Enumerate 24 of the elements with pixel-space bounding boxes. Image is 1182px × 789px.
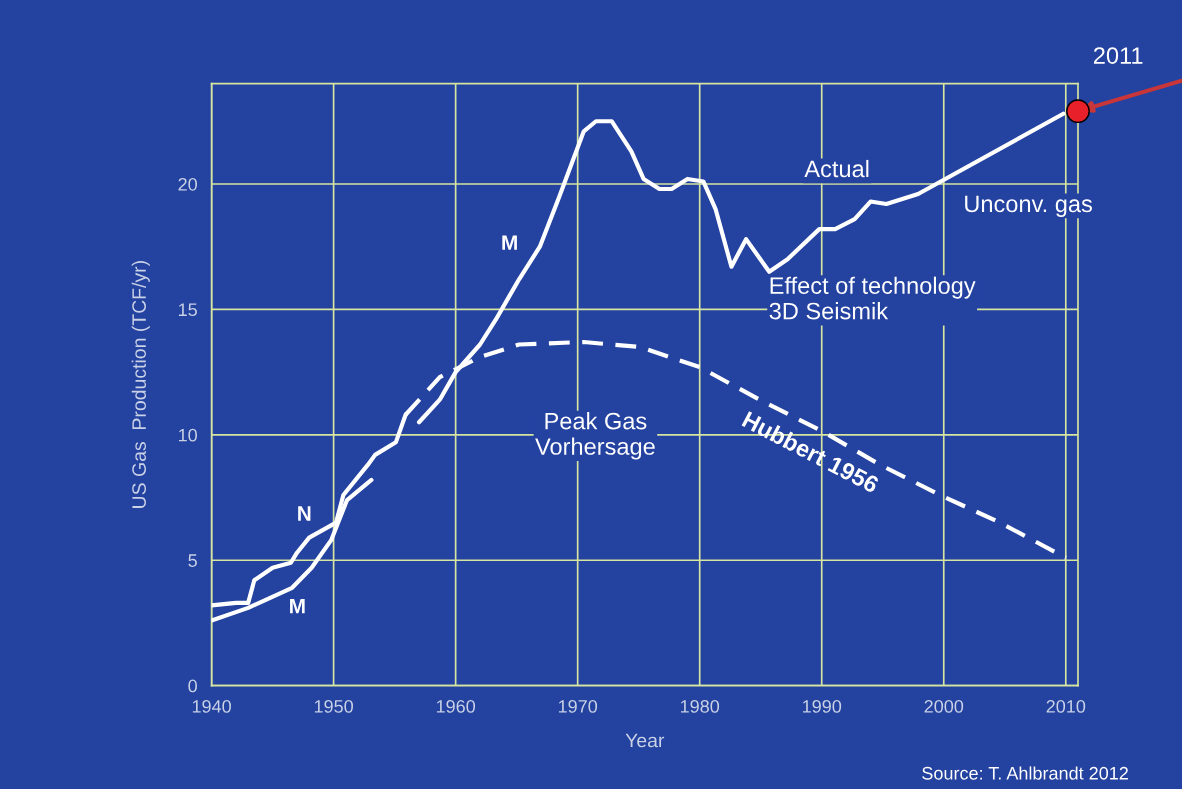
y-tick-label: 15 bbox=[178, 303, 197, 317]
x-tick-label: 1970 bbox=[558, 700, 598, 713]
y-tick-label: 10 bbox=[178, 428, 197, 442]
x-tick-label: 1950 bbox=[314, 700, 353, 713]
annotation: Peak Gas Vorhersage bbox=[535, 412, 655, 460]
annotation: M bbox=[502, 235, 517, 250]
source-note: Source: T. Ahlbrandt 2012 bbox=[922, 766, 1128, 780]
annotation: Actual bbox=[804, 159, 869, 178]
x-tick-label: 2000 bbox=[924, 700, 964, 713]
annotation: N bbox=[298, 506, 311, 521]
x-axis-title: Year bbox=[625, 733, 665, 748]
annotation: Effect of technology 3D Seismik bbox=[769, 276, 976, 320]
text: 2011 bbox=[1093, 47, 1143, 64]
annotation: Unconv. gas bbox=[965, 195, 1092, 217]
y-tick-label: 20 bbox=[178, 177, 197, 191]
x-tick-label: 2010 bbox=[1046, 700, 1086, 713]
x-tick-label: 1990 bbox=[803, 700, 842, 713]
x-tick-label: 1960 bbox=[436, 700, 476, 713]
annotation: M bbox=[290, 599, 305, 614]
y-tick-label: 0 bbox=[188, 679, 197, 693]
y-tick-label: 5 bbox=[188, 554, 197, 567]
x-tick-label: 1940 bbox=[192, 700, 231, 713]
y-axis-title: US Gas Production (TCF/yr) bbox=[131, 261, 150, 508]
x-tick-label: 1980 bbox=[680, 700, 720, 713]
